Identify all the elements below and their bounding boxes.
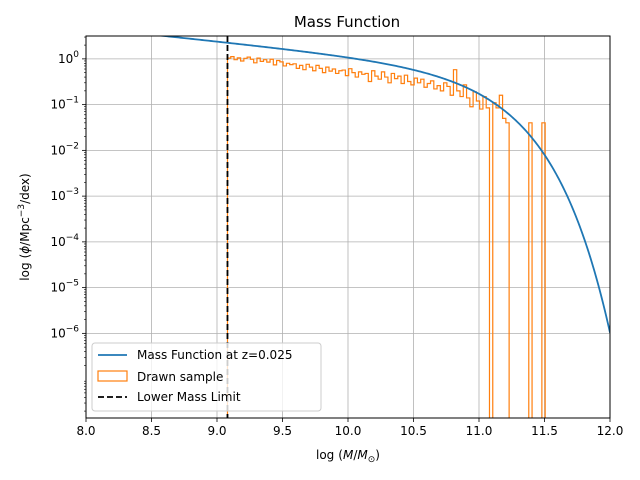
x-tick-label: 8.0 [76, 424, 95, 438]
y-tick-label: 10−3 [50, 187, 79, 203]
x-tick-label: 9.0 [207, 424, 226, 438]
x-tick-label: 12.0 [597, 424, 624, 438]
legend: Mass Function at z=0.025 Drawn sample Lo… [91, 342, 322, 412]
legend-label-curve: Mass Function at z=0.025 [137, 348, 292, 362]
y-tick-label: 100 [58, 50, 79, 66]
y-tick-label: 10−1 [50, 96, 79, 112]
x-tick-label: 9.5 [273, 424, 292, 438]
drawn-sample-histogram [226, 56, 546, 418]
x-axis-ticks: 8.0 8.5 9.0 9.5 10.0 10.5 11.0 11.5 12.0 [76, 418, 623, 438]
legend-swatch-histogram [97, 370, 128, 382]
legend-box [91, 342, 322, 412]
legend-label-limit: Lower Mass Limit [137, 390, 241, 404]
x-tick-label: 10.0 [335, 424, 362, 438]
legend-label-histogram: Drawn sample [137, 370, 223, 384]
x-tick-label: 8.5 [142, 424, 161, 438]
x-tick-label: 11.5 [531, 424, 558, 438]
y-tick-label: 10−2 [50, 141, 79, 157]
x-tick-label: 11.0 [466, 424, 493, 438]
mass-function-curve [156, 36, 610, 333]
y-tick-label: 10−6 [50, 324, 79, 340]
y-axis-ticks: 100 10−1 10−2 10−3 10−4 10−5 10−6 [50, 36, 86, 412]
y-axis-label: log(ϕ/Mpc−3/dex) [17, 173, 32, 280]
x-axis-label: log (M/M⊙) [316, 448, 380, 465]
y-tick-label: 10−5 [50, 279, 79, 295]
x-tick-label: 10.5 [400, 424, 427, 438]
chart-title: Mass Function [294, 13, 400, 31]
y-tick-label: 10−4 [50, 233, 79, 249]
